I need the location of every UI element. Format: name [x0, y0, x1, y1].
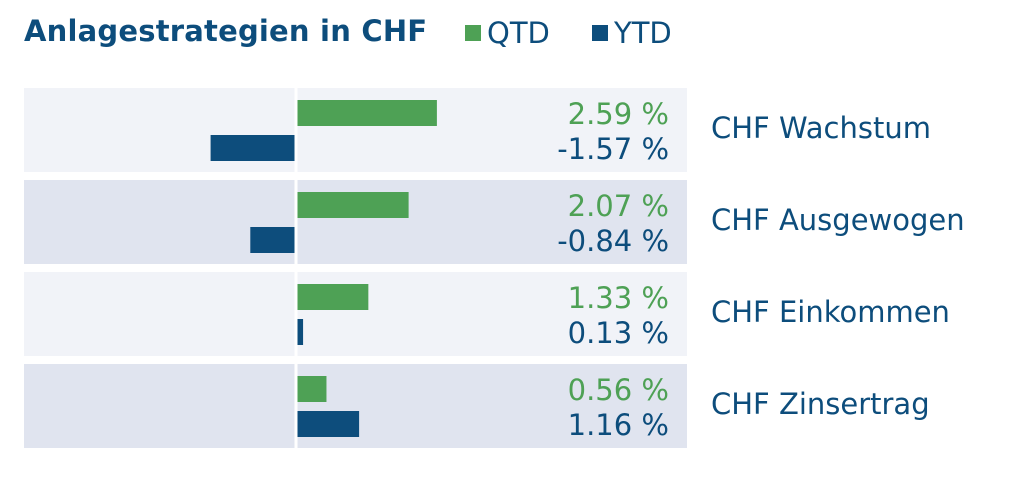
bar-ytd	[296, 319, 304, 345]
bar-ytd	[210, 135, 296, 161]
value-label-qtd: 1.33 %	[568, 281, 669, 315]
legend-qtd-label: QTD	[487, 16, 550, 50]
legend-ytd: YTD	[592, 15, 672, 51]
category-label: CHF Zinsertrag	[711, 387, 930, 421]
bar-qtd	[296, 192, 409, 218]
legend-ytd-swatch	[592, 25, 608, 41]
chart-title: Anlagestrategien in CHF	[24, 14, 428, 48]
category-label: CHF Wachstum	[711, 111, 931, 145]
bar-ytd	[250, 227, 296, 253]
value-label-ytd: 1.16 %	[568, 408, 669, 442]
value-label-qtd: 2.07 %	[568, 189, 669, 223]
value-label-ytd: 0.13 %	[568, 316, 669, 350]
legend-qtd-swatch	[465, 25, 481, 41]
value-label-qtd: 2.59 %	[568, 97, 669, 131]
value-label-qtd: 0.56 %	[568, 373, 669, 407]
bar-qtd	[296, 100, 437, 126]
bar-qtd	[296, 376, 327, 402]
category-label: CHF Einkommen	[711, 295, 950, 329]
value-label-ytd: -0.84 %	[557, 224, 669, 258]
legend-qtd: QTD	[465, 15, 550, 51]
category-label: CHF Ausgewogen	[711, 203, 965, 237]
value-label-ytd: -1.57 %	[557, 132, 669, 166]
legend-ytd-label: YTD	[614, 16, 672, 50]
bar-qtd	[296, 284, 369, 310]
bar-ytd	[296, 411, 360, 437]
